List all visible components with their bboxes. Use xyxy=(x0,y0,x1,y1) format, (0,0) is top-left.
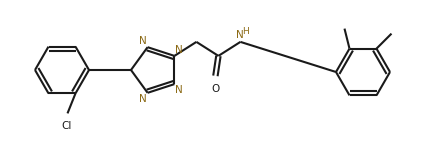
Text: O: O xyxy=(211,84,219,94)
Text: N: N xyxy=(139,94,146,104)
Text: N: N xyxy=(235,30,243,40)
Text: N: N xyxy=(175,85,183,95)
Text: H: H xyxy=(242,27,249,36)
Text: N: N xyxy=(139,36,146,46)
Text: N: N xyxy=(175,45,183,55)
Text: Cl: Cl xyxy=(61,121,72,131)
